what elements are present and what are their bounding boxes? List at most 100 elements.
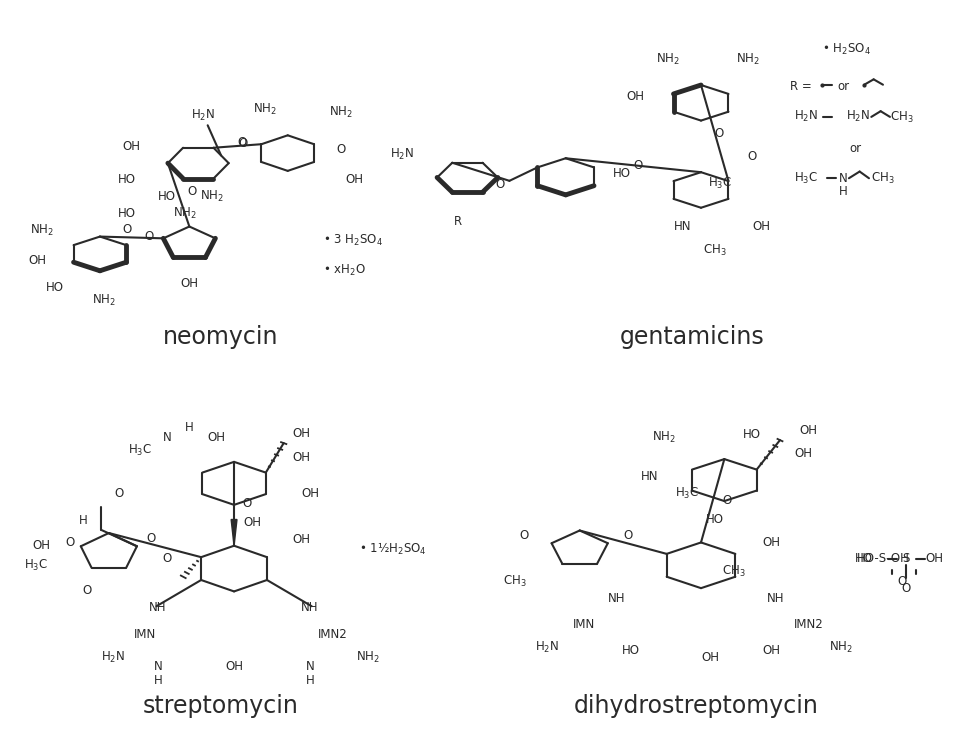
Text: NH$_2$: NH$_2$ bbox=[736, 51, 759, 67]
Text: O: O bbox=[897, 575, 906, 589]
Text: OH: OH bbox=[799, 424, 817, 437]
Text: O: O bbox=[162, 552, 172, 565]
Text: N: N bbox=[839, 172, 848, 185]
Text: O: O bbox=[902, 582, 911, 595]
Text: NH$_2$: NH$_2$ bbox=[829, 640, 852, 655]
Text: O: O bbox=[188, 185, 196, 198]
Text: OH: OH bbox=[293, 427, 311, 440]
Text: NH$_2$: NH$_2$ bbox=[330, 105, 353, 121]
Text: IMN: IMN bbox=[573, 618, 596, 631]
Text: OH: OH bbox=[346, 174, 364, 186]
Text: OH: OH bbox=[301, 486, 319, 500]
Text: NH: NH bbox=[301, 601, 319, 615]
Text: H$_2$N: H$_2$N bbox=[794, 109, 818, 124]
Text: O: O bbox=[238, 136, 248, 150]
Text: HO-S-OH: HO-S-OH bbox=[856, 552, 910, 565]
Text: HO: HO bbox=[622, 644, 640, 657]
Text: O: O bbox=[65, 536, 75, 550]
Text: H: H bbox=[79, 513, 87, 527]
Text: OH: OH bbox=[795, 447, 813, 460]
Text: NH$_2$: NH$_2$ bbox=[92, 293, 117, 308]
Text: or: or bbox=[837, 80, 850, 92]
Text: H$_2$N: H$_2$N bbox=[390, 147, 414, 162]
Text: R =: R = bbox=[789, 80, 812, 92]
Text: O: O bbox=[115, 487, 123, 501]
Text: NH$_2$: NH$_2$ bbox=[200, 189, 224, 204]
Text: OH: OH bbox=[752, 221, 771, 233]
Text: neomycin: neomycin bbox=[163, 326, 278, 349]
Text: or: or bbox=[849, 142, 861, 154]
Text: O: O bbox=[83, 584, 91, 597]
Text: NH: NH bbox=[767, 592, 784, 605]
Text: H$_3$C: H$_3$C bbox=[24, 559, 49, 574]
Text: HO: HO bbox=[47, 281, 64, 294]
Text: IMN: IMN bbox=[133, 627, 156, 641]
Text: IMN2: IMN2 bbox=[793, 618, 823, 631]
Text: H$_2$N: H$_2$N bbox=[191, 108, 215, 123]
Text: O: O bbox=[747, 150, 757, 163]
Text: H: H bbox=[839, 186, 848, 198]
Text: CH$_3$: CH$_3$ bbox=[722, 564, 746, 580]
Text: H$_3$C: H$_3$C bbox=[708, 176, 732, 191]
Text: OH: OH bbox=[293, 533, 310, 545]
Text: NH$_2$: NH$_2$ bbox=[30, 223, 53, 238]
Text: O: O bbox=[623, 529, 633, 542]
Text: CH$_3$: CH$_3$ bbox=[703, 243, 727, 258]
Text: OH: OH bbox=[762, 536, 780, 549]
Text: OH: OH bbox=[122, 140, 140, 153]
Text: HN: HN bbox=[674, 221, 691, 233]
Text: HN: HN bbox=[641, 470, 658, 484]
Text: O: O bbox=[237, 136, 247, 149]
Text: HO: HO bbox=[706, 513, 724, 526]
Text: NH: NH bbox=[150, 601, 167, 615]
Text: NH$_2$: NH$_2$ bbox=[656, 51, 680, 67]
Text: OH: OH bbox=[293, 451, 310, 463]
Text: CH$_3$: CH$_3$ bbox=[503, 574, 526, 589]
Text: N: N bbox=[305, 660, 315, 673]
Text: H$_3$C: H$_3$C bbox=[794, 171, 818, 186]
Text: N: N bbox=[162, 431, 171, 444]
Text: R: R bbox=[454, 215, 462, 227]
Text: HO: HO bbox=[612, 167, 631, 180]
Text: H$_3$C: H$_3$C bbox=[675, 486, 699, 501]
Text: NH$_2$: NH$_2$ bbox=[173, 206, 196, 221]
Text: NH$_2$: NH$_2$ bbox=[652, 430, 676, 445]
Text: O: O bbox=[722, 494, 731, 507]
Text: dihydrostreptomycin: dihydrostreptomycin bbox=[573, 694, 818, 718]
Text: O: O bbox=[634, 159, 642, 172]
Text: • H$_2$SO$_4$: • H$_2$SO$_4$ bbox=[822, 42, 871, 57]
Text: H$_2$N: H$_2$N bbox=[101, 650, 125, 665]
Text: O: O bbox=[145, 230, 154, 244]
Text: • xH$_2$O: • xH$_2$O bbox=[324, 263, 366, 278]
Text: gentamicins: gentamicins bbox=[619, 326, 764, 349]
Text: H: H bbox=[185, 421, 193, 434]
Text: O: O bbox=[496, 177, 504, 191]
Text: NH$_2$: NH$_2$ bbox=[357, 650, 380, 665]
Text: O: O bbox=[243, 498, 252, 510]
Text: S: S bbox=[903, 552, 910, 565]
Text: H: H bbox=[305, 673, 315, 687]
Text: NH$_2$: NH$_2$ bbox=[254, 102, 277, 117]
Text: OH: OH bbox=[243, 516, 260, 529]
Text: OH: OH bbox=[207, 431, 226, 444]
Text: O: O bbox=[122, 223, 132, 235]
Text: H$_3$C: H$_3$C bbox=[128, 443, 153, 458]
Text: HO: HO bbox=[744, 428, 761, 441]
Text: • 3 H$_2$SO$_4$: • 3 H$_2$SO$_4$ bbox=[324, 232, 384, 248]
Text: O: O bbox=[336, 143, 346, 156]
Text: H$_2$N: H$_2$N bbox=[846, 109, 870, 124]
Text: N: N bbox=[154, 660, 162, 673]
Text: O: O bbox=[714, 127, 724, 139]
Text: HO: HO bbox=[158, 190, 176, 203]
Text: NH: NH bbox=[608, 592, 626, 605]
Text: O: O bbox=[519, 529, 529, 542]
Text: O: O bbox=[146, 532, 156, 545]
Text: OH: OH bbox=[627, 89, 644, 103]
Text: OH: OH bbox=[762, 644, 780, 657]
Text: OH: OH bbox=[33, 539, 51, 552]
Text: H$_2$N: H$_2$N bbox=[535, 640, 559, 655]
Text: CH$_3$: CH$_3$ bbox=[871, 171, 895, 186]
Text: H: H bbox=[154, 673, 162, 687]
Text: OH: OH bbox=[28, 254, 47, 267]
Text: OH: OH bbox=[702, 650, 719, 664]
